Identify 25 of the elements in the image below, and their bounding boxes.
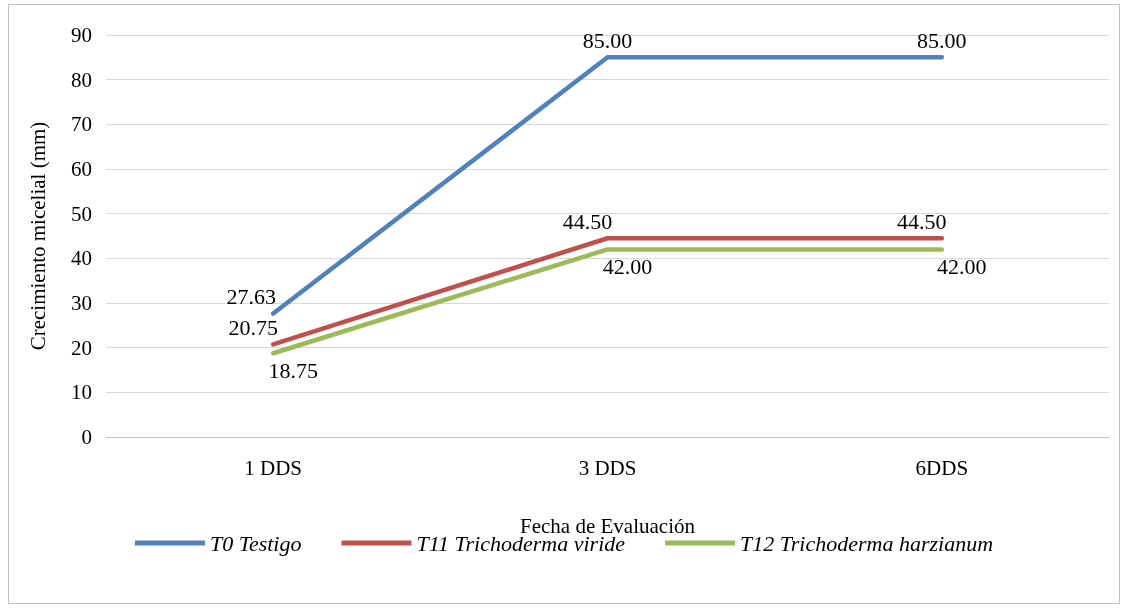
y-tick-label: 60 <box>71 157 92 181</box>
y-tick-label: 70 <box>71 112 92 137</box>
data-label: 44.50 <box>897 208 947 234</box>
x-tick-label: 6DDS <box>915 455 969 480</box>
y-tick-label: 20 <box>71 335 92 360</box>
y-tick-label: 0 <box>81 425 92 449</box>
y-tick-label: 10 <box>71 380 92 405</box>
legend-label: T0 Testigo <box>209 530 302 556</box>
data-label: 42.00 <box>602 253 653 279</box>
data-label: 18.75 <box>268 357 318 383</box>
y-tick-label: 80 <box>71 67 92 92</box>
y-tick-label: 30 <box>71 291 92 315</box>
legend-label: T12 Trichoderma harzianum <box>740 530 994 556</box>
data-label: 20.75 <box>228 314 278 340</box>
data-label: 42.00 <box>937 253 987 279</box>
x-tick-label: 1 DDS <box>244 455 303 480</box>
y-axis-title: Crecimiento micelial (mm) <box>25 121 50 351</box>
x-tick-label: 3 DDS <box>578 455 637 480</box>
data-label: 44.50 <box>562 208 613 234</box>
y-tick-label: 90 <box>71 23 92 47</box>
data-label: 85.00 <box>917 27 967 53</box>
data-label: 27.63 <box>226 284 276 310</box>
y-tick-label: 50 <box>71 201 92 226</box>
data-label: 85.00 <box>582 27 633 53</box>
y-tick-label: 40 <box>71 246 92 271</box>
